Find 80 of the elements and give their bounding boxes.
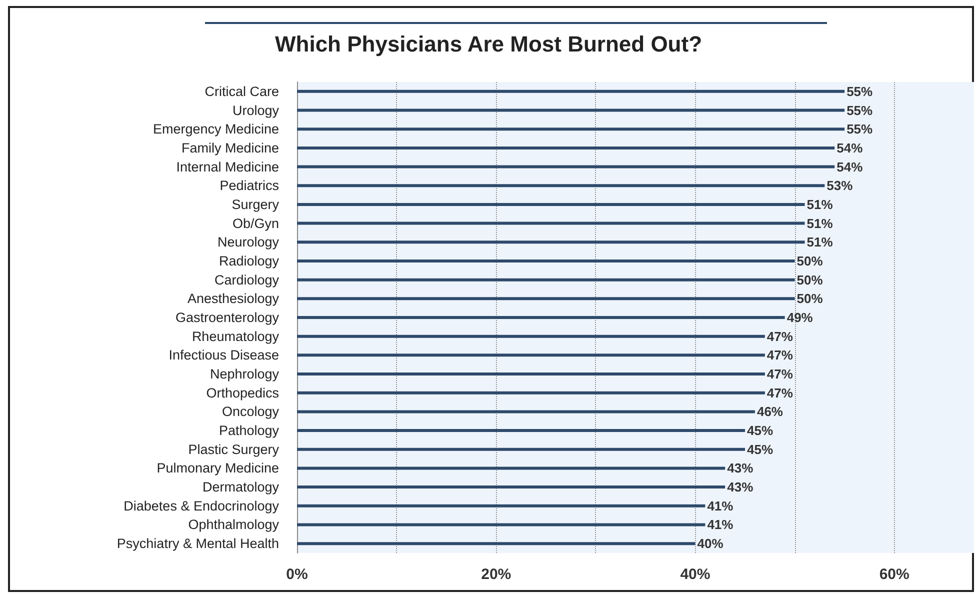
y-tick-label: Psychiatry & Mental Health [116, 536, 279, 552]
y-tick-label: Dermatology [202, 480, 280, 495]
bar [297, 202, 805, 206]
data-label: 54% [836, 159, 864, 174]
y-tick-label: Nephrology [210, 366, 280, 382]
y-tick-label: Orthopedics [206, 385, 280, 400]
bar [297, 372, 765, 376]
data-label: 54% [836, 140, 864, 156]
bar [297, 354, 765, 357]
data-label: 45% [747, 423, 774, 438]
data-label: 51% [806, 216, 834, 231]
x-tick-label: 40% [680, 566, 710, 583]
bar [297, 128, 845, 131]
data-label: 47% [766, 328, 794, 344]
bar [297, 542, 696, 546]
chart-title: Which Physicians Are Most Burned Out? [274, 32, 702, 56]
bar [297, 90, 845, 93]
data-label: 41% [707, 517, 734, 532]
bar [297, 278, 795, 282]
data-label: 49% [786, 310, 814, 325]
y-tick-label: Neurology [217, 234, 280, 250]
bar [297, 297, 795, 300]
data-label: 50% [796, 272, 824, 288]
y-tick-label: Family Medicine [181, 140, 279, 156]
y-tick-label: Internal Medicine [176, 159, 279, 174]
data-label: 50% [796, 291, 824, 306]
y-tick-label: Cardiology [214, 272, 280, 288]
data-label: 55% [846, 122, 874, 137]
bar [297, 410, 755, 414]
bar [297, 146, 835, 150]
data-label: 50% [796, 253, 824, 268]
y-tick-label: Urology [232, 102, 280, 118]
y-tick-label: Critical Care [204, 84, 279, 99]
y-tick-label: Diabetes & Endocrinology [124, 498, 280, 514]
data-label: 46% [756, 404, 784, 420]
bar [297, 429, 746, 432]
data-label: 51% [806, 234, 834, 250]
data-label: 51% [806, 196, 834, 212]
y-tick-label: Emergency Medicine [152, 122, 279, 137]
bar [297, 184, 825, 188]
data-label: 55% [846, 102, 874, 118]
bar [297, 448, 746, 451]
data-label: 45% [747, 442, 774, 457]
x-tick-label: 20% [481, 566, 512, 583]
y-tick-label: Pulmonary Medicine [156, 460, 279, 476]
y-tick-label: Ob/Gyn [232, 216, 279, 231]
data-label: 53% [826, 178, 854, 194]
bar [297, 391, 765, 394]
y-tick-label: Gastroenterology [175, 310, 280, 325]
y-tick-label: Rheumatology [192, 328, 280, 344]
bar [297, 222, 805, 225]
data-label: 43% [727, 480, 754, 495]
x-tick-label: 60% [879, 566, 910, 583]
bar [297, 486, 726, 489]
y-tick-label: Ophthalmology [188, 517, 280, 532]
bar [297, 504, 706, 508]
bar [297, 165, 835, 168]
bar [297, 259, 795, 262]
data-label: 47% [766, 385, 794, 400]
y-tick-label: Pediatrics [220, 178, 280, 194]
bar [297, 523, 706, 526]
y-tick-label: Oncology [222, 404, 280, 420]
data-label: 47% [766, 366, 794, 382]
y-tick-label: Plastic Surgery [188, 442, 280, 457]
y-tick-label: Surgery [232, 196, 280, 212]
bar [297, 240, 805, 244]
bar [297, 316, 785, 319]
bar [297, 334, 765, 338]
y-tick-label: Radiology [218, 253, 280, 268]
x-tick-label: 0% [286, 566, 308, 583]
y-tick-label: Pathology [218, 423, 280, 438]
data-label: 47% [766, 348, 794, 363]
data-label: 43% [727, 460, 754, 476]
bar [297, 466, 726, 470]
bar [297, 108, 845, 112]
data-label: 41% [707, 498, 734, 514]
y-tick-label: Infectious Disease [168, 348, 279, 363]
data-label: 40% [697, 536, 724, 552]
data-label: 55% [846, 84, 874, 99]
y-tick-label: Anesthesiology [187, 291, 280, 306]
